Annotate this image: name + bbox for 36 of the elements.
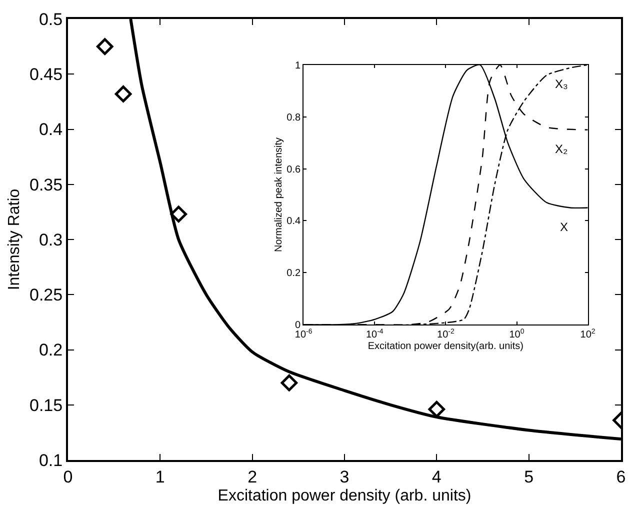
x-tick-label: 6	[616, 467, 626, 486]
x-tick-label: 5	[524, 467, 534, 486]
y-tick-label: 0.45	[30, 65, 63, 84]
x-tick-label: 10$^{0}$	[509, 328, 524, 341]
y-tick-label: 0.35	[30, 175, 63, 194]
y-tick-label: 0.6	[286, 164, 302, 176]
series-label: X₃	[555, 77, 568, 91]
y-tick-label: 0.1	[38, 450, 63, 470]
series-label: X₂	[555, 142, 568, 156]
y-tick-label: 0.15	[30, 396, 63, 415]
y-axis-title: Normalized peak intensity	[274, 137, 285, 252]
point	[428, 400, 446, 418]
y-tick-label: 1	[295, 60, 302, 72]
y-tick-label: 0.3	[38, 230, 63, 250]
y-tick-label: 0.5	[38, 10, 63, 29]
x-tick-label: 1	[155, 467, 165, 486]
x-tick-label: 3	[340, 467, 350, 486]
y-axis-title: Intensity Ratio	[6, 188, 23, 290]
point	[170, 206, 187, 223]
x-tick-label: 4	[432, 467, 442, 486]
x-tick-label: 2	[248, 467, 258, 486]
x-axis-title: Excitation power density (arb. units)	[218, 488, 472, 505]
x-tick-label: 10$^{-4}$	[366, 328, 384, 341]
x-tick-label: 10$^{2}$	[580, 328, 596, 341]
point	[114, 86, 132, 102]
y-tick-label: 0.2	[38, 340, 63, 360]
y-tick-label: 0.2	[286, 268, 302, 280]
y-tick-label: 0.4	[286, 216, 302, 228]
x-axis-title: Excitation power density(arb. units)	[368, 341, 524, 352]
y-tick-label: 0.25	[30, 286, 63, 305]
y-tick-label: 0.4	[38, 120, 63, 140]
point	[96, 38, 114, 55]
y-tick-label: 0.8	[286, 112, 302, 124]
x-tick-label: 10$^{-2}$	[437, 328, 454, 341]
point	[280, 374, 298, 392]
legend-label: X	[560, 220, 568, 234]
